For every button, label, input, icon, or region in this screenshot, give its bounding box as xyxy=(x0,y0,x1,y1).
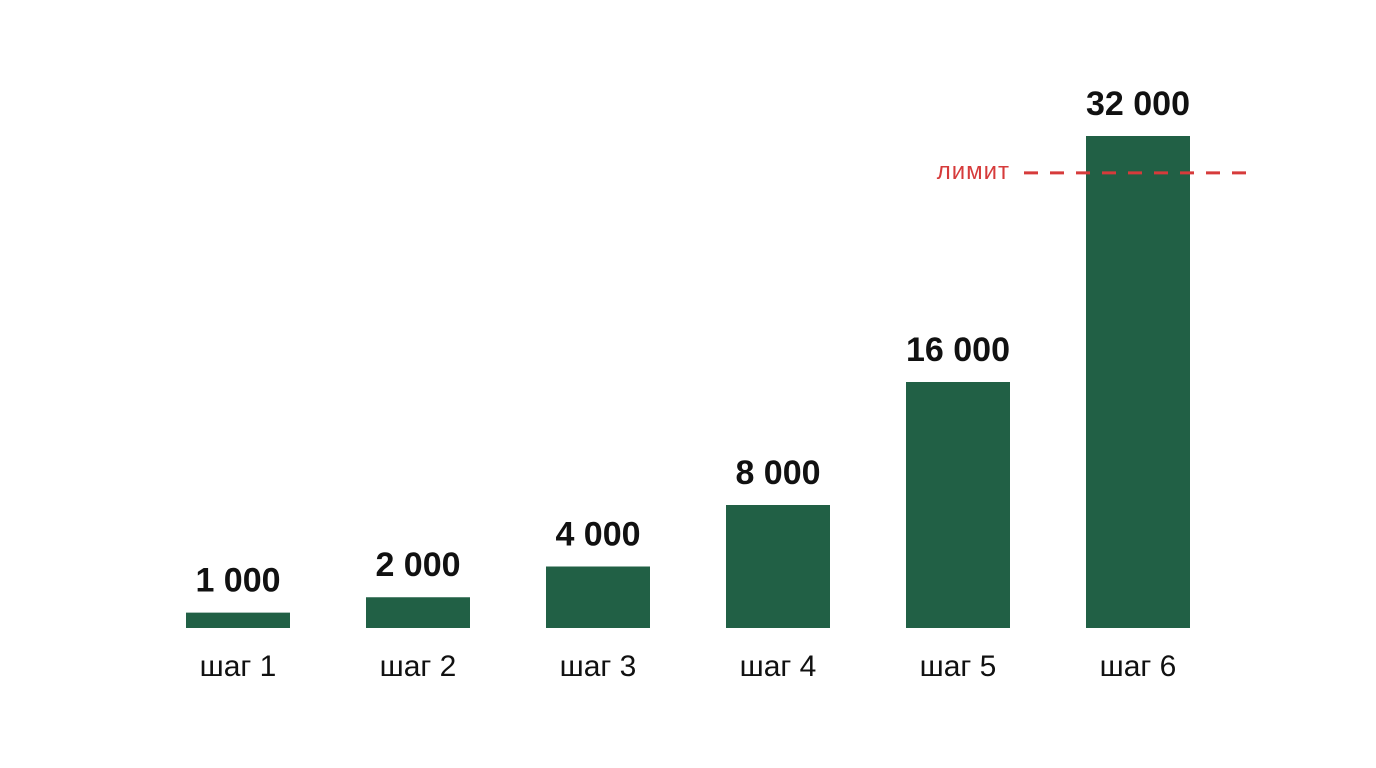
bar xyxy=(366,597,470,628)
value-label: 16 000 xyxy=(906,331,1010,369)
x-tick-label: шаг 2 xyxy=(380,650,457,683)
bar xyxy=(726,505,830,628)
value-label: 4 000 xyxy=(555,515,640,553)
x-tick-label: шаг 1 xyxy=(200,650,277,683)
bar xyxy=(186,612,290,628)
value-label: 8 000 xyxy=(735,454,820,492)
x-tick-label: шаг 5 xyxy=(920,650,997,683)
x-tick-label: шаг 3 xyxy=(560,650,637,683)
value-label: 2 000 xyxy=(375,546,460,584)
x-tick-label: шаг 6 xyxy=(1100,650,1177,683)
bar xyxy=(906,382,1010,628)
x-tick-label: шаг 4 xyxy=(740,650,817,683)
value-label: 1 000 xyxy=(195,562,280,600)
bar xyxy=(1086,136,1190,628)
value-label: 32 000 xyxy=(1086,85,1190,123)
limit-label: лимит xyxy=(937,158,1010,185)
bar xyxy=(546,566,650,628)
